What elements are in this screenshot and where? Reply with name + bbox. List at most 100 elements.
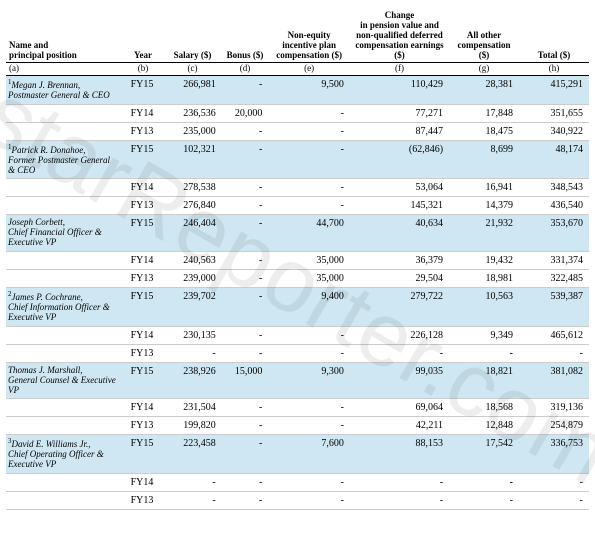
year: FY15 [123,435,164,474]
pension-cell: 29,504 [350,270,449,288]
sublabel-nonequity: (e) [268,63,350,76]
other-cell: 18,475 [449,122,519,140]
salary-cell: 278,538 [163,179,221,197]
year: FY14 [123,326,164,344]
pension-cell: 279,722 [350,288,449,327]
other-cell: 18,821 [449,362,519,399]
table-row: FY13276,840--145,32114,379436,540 [6,197,589,215]
other-cell: 10,563 [449,288,519,327]
name-cell [6,270,123,288]
year: FY15 [123,288,164,327]
salary-cell: 238,926 [163,362,221,399]
bonus-cell: - [222,492,269,510]
nonequity-cell: - [268,140,350,179]
pension-cell: 87,447 [350,122,449,140]
salary-cell: 235,000 [163,122,221,140]
other-cell: 9,349 [449,326,519,344]
header-bonus: Bonus ($) [222,8,269,63]
name-cell: Joseph Corbett,Chief Financial Officer &… [6,215,123,252]
sublabel-bonus: (d) [222,63,269,76]
name-cell [6,197,123,215]
pension-cell: - [350,492,449,510]
total-cell: 348,543 [519,179,589,197]
name-cell [6,474,123,492]
salary-cell: 276,840 [163,197,221,215]
nonequity-cell: 44,700 [268,215,350,252]
pension-cell: 99,035 [350,362,449,399]
compensation-table: Name andprincipal position Year Salary (… [6,8,589,510]
other-cell: 16,941 [449,179,519,197]
table-row: FY13235,000--87,44718,475340,922 [6,122,589,140]
total-cell: 351,655 [519,104,589,122]
salary-cell: 223,458 [163,435,221,474]
total-cell: 254,879 [519,417,589,435]
year: FY14 [123,474,164,492]
total-cell: 340,922 [519,122,589,140]
total-cell: 319,136 [519,399,589,417]
name-cell: 2James P. Cochrane,Chief Information Off… [6,288,123,327]
bonus-cell: - [222,215,269,252]
year: FY13 [123,492,164,510]
other-cell: 28,381 [449,76,519,105]
salary-cell: - [163,492,221,510]
name-cell: Thomas J. Marshall,General Counsel & Exe… [6,362,123,399]
table-row: FY13199,820--42,21112,848254,879 [6,417,589,435]
bonus-cell: - [222,197,269,215]
salary-cell: 102,321 [163,140,221,179]
table-row: FY14231,504--69,06418,568319,136 [6,399,589,417]
header-total: Total ($) [519,8,589,63]
total-cell: 539,387 [519,288,589,327]
table-row: FY13------ [6,492,589,510]
sublabel-other: (g) [449,63,519,76]
pension-cell: 36,379 [350,252,449,270]
table-row: 1Patrick R. Donahoe,Former Postmaster Ge… [6,140,589,179]
table-row: Thomas J. Marshall,General Counsel & Exe… [6,362,589,399]
salary-cell: 231,504 [163,399,221,417]
year: FY13 [123,417,164,435]
salary-cell: 199,820 [163,417,221,435]
nonequity-cell: - [268,344,350,362]
pension-cell: - [350,474,449,492]
total-cell: - [519,474,589,492]
total-cell: 353,670 [519,215,589,252]
pension-cell: 42,211 [350,417,449,435]
name-cell [6,326,123,344]
bonus-cell: - [222,326,269,344]
salary-cell: 239,000 [163,270,221,288]
year: FY13 [123,197,164,215]
table-row: FY13239,000-35,00029,50418,981322,485 [6,270,589,288]
nonequity-cell: 7,600 [268,435,350,474]
table-row: 2James P. Cochrane,Chief Information Off… [6,288,589,327]
name-cell [6,122,123,140]
table-header: Name andprincipal position Year Salary (… [6,8,589,76]
name-cell: 3David E. Williams Jr.,Chief Operating O… [6,435,123,474]
pension-cell: 77,271 [350,104,449,122]
name-cell: 1Patrick R. Donahoe,Former Postmaster Ge… [6,140,123,179]
sublabel-pension: (f) [350,63,449,76]
other-cell: 18,981 [449,270,519,288]
bonus-cell: - [222,179,269,197]
pension-cell: 53,064 [350,179,449,197]
other-cell: - [449,474,519,492]
table-body: 1Megan J. Brennan,Postmaster General & C… [6,76,589,510]
bonus-cell: - [222,288,269,327]
other-cell: 18,568 [449,399,519,417]
pension-cell: 145,321 [350,197,449,215]
total-cell: - [519,492,589,510]
salary-cell: 230,135 [163,326,221,344]
year: FY14 [123,104,164,122]
bonus-cell: - [222,252,269,270]
name-cell: 1Megan J. Brennan,Postmaster General & C… [6,76,123,105]
other-cell: 17,848 [449,104,519,122]
table-row: 3David E. Williams Jr.,Chief Operating O… [6,435,589,474]
year: FY13 [123,270,164,288]
total-cell: 465,612 [519,326,589,344]
nonequity-cell: - [268,399,350,417]
bonus-cell: 20,000 [222,104,269,122]
salary-cell: - [163,344,221,362]
other-cell: 14,379 [449,197,519,215]
nonequity-cell: - [268,326,350,344]
total-cell: 48,174 [519,140,589,179]
year: FY14 [123,252,164,270]
table-row: FY14------ [6,474,589,492]
